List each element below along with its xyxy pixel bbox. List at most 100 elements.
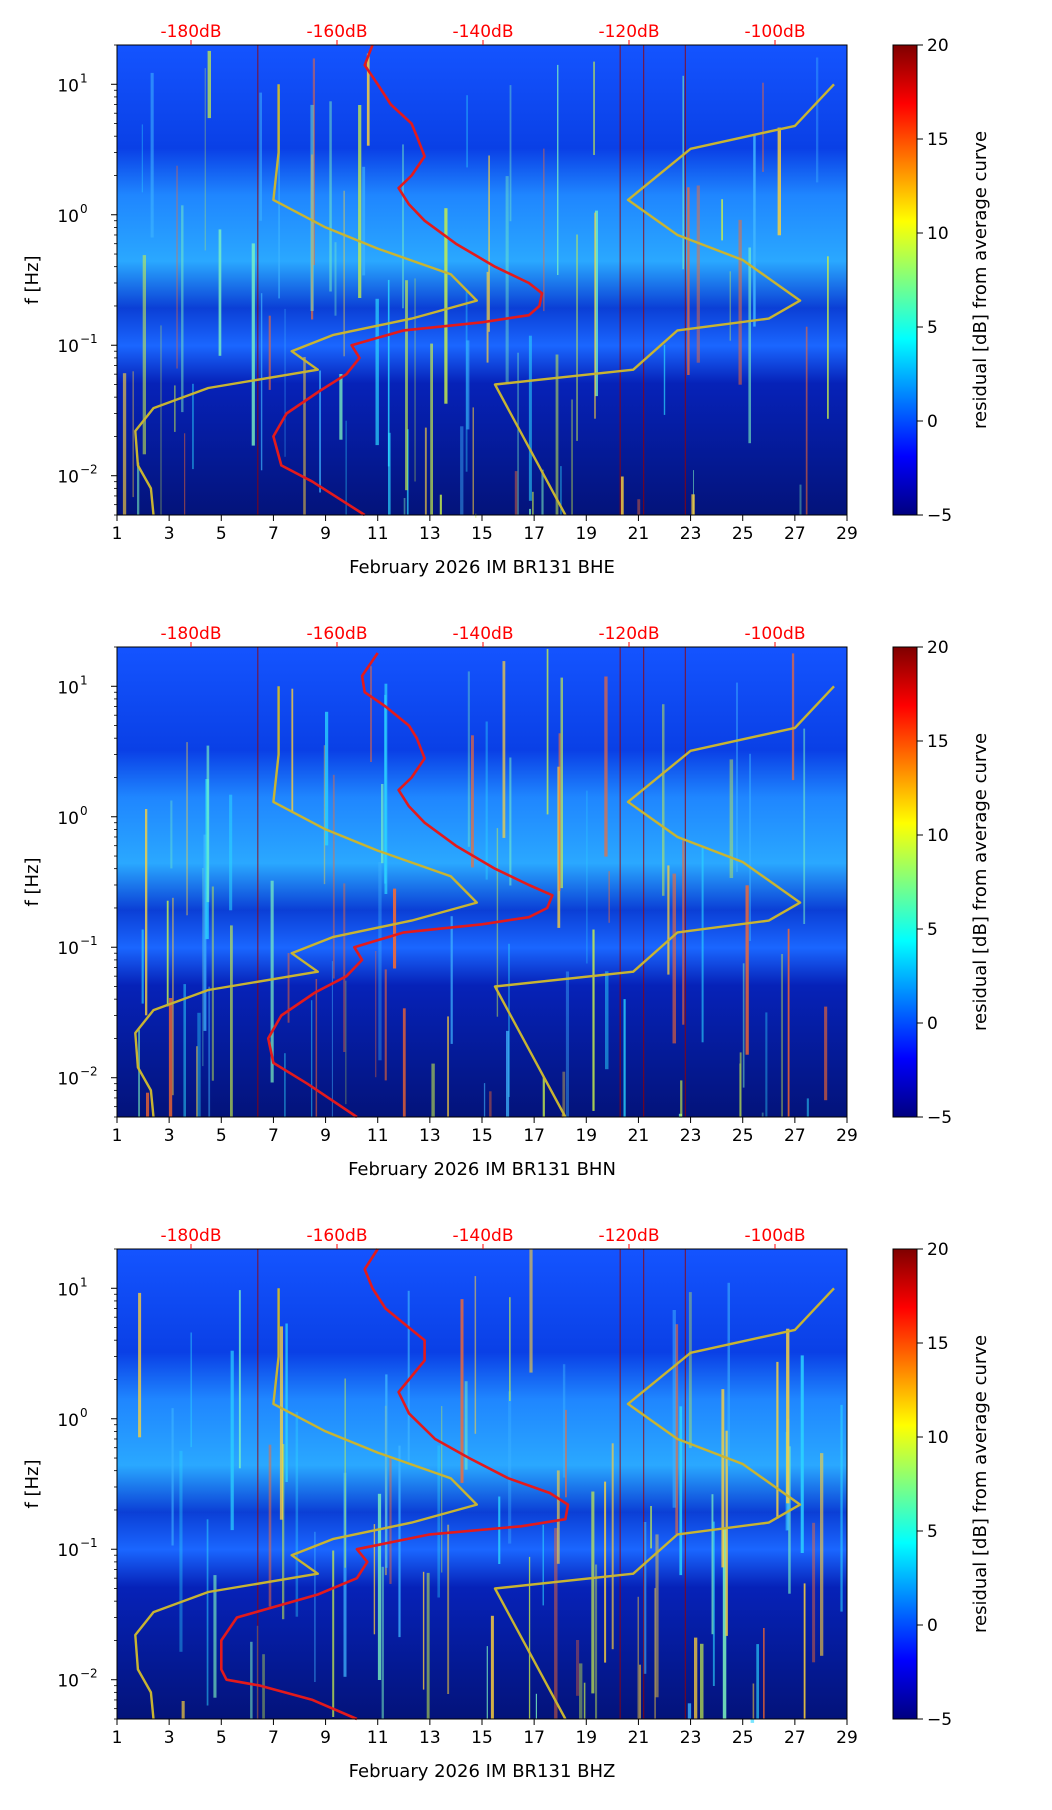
activity-streak [466, 95, 468, 168]
activity-streak [688, 1292, 692, 1448]
x-tick-label: 5 [216, 1728, 227, 1748]
activity-streak [439, 494, 442, 515]
activity-streak [268, 315, 271, 390]
x-tick-label: 13 [419, 1728, 441, 1748]
activity-streak [388, 432, 391, 515]
activity-streak [345, 980, 347, 1105]
activity-streak [488, 155, 490, 332]
activity-streak [498, 1496, 501, 1564]
activity-streak [729, 271, 731, 341]
x-tick-label: 1 [112, 1728, 123, 1748]
x-tick-label: 21 [628, 1126, 650, 1146]
activity-streak [752, 1683, 755, 1719]
activity-streak [694, 1637, 698, 1719]
y-tick-label: 10 [57, 1280, 79, 1300]
activity-streak [485, 721, 488, 880]
activity-streak [466, 340, 470, 430]
top-db-label: -160dB [306, 624, 367, 644]
series-line-nhnm [493, 685, 835, 1118]
activity-streak [460, 426, 464, 515]
activity-streak [623, 999, 626, 1117]
activity-streak [806, 1098, 809, 1117]
activity-streak [486, 271, 489, 363]
activity-streak [181, 1701, 185, 1719]
colorbar-tick-label: 20 [927, 1240, 949, 1260]
y-axis-label: f [Hz] [22, 1459, 43, 1508]
activity-streak [218, 229, 222, 356]
plot-background [117, 45, 847, 515]
activity-streak [655, 1534, 659, 1698]
activity-streak [639, 1664, 641, 1719]
activity-streak [604, 1481, 607, 1663]
activity-streak [329, 101, 332, 292]
activity-streak [196, 1046, 198, 1117]
activity-streak [662, 704, 665, 896]
x-tick-label: 21 [628, 524, 650, 544]
activity-streak [727, 1282, 730, 1467]
top-db-label: -180dB [160, 22, 221, 42]
colorbar-tick-label: −5 [927, 1710, 952, 1730]
activity-streak [168, 998, 173, 1117]
x-tick-label: 3 [164, 1728, 175, 1748]
activity-streak [377, 1493, 382, 1680]
colorbar-ticks: 20 15 10 5 0 −5 [917, 1240, 952, 1730]
y-tick-exponent: −1 [80, 332, 98, 346]
activity-streak [384, 683, 388, 894]
activity-streak [820, 1453, 824, 1656]
x-tick-label: 25 [732, 1728, 754, 1748]
activity-streak [362, 166, 366, 276]
y-tick-label: 10 [57, 1541, 79, 1561]
x-axis-label: February 2026 IM BR131 BHZ [349, 1761, 616, 1782]
activity-streak [207, 50, 211, 119]
activity-streak [799, 484, 802, 515]
activity-streak [378, 861, 382, 1061]
activity-streak [287, 953, 290, 1023]
activity-streak [251, 243, 255, 446]
activity-streak [729, 759, 734, 878]
series-line-nlnm [134, 686, 478, 1118]
activity-streak [385, 1374, 388, 1568]
activity-streak [137, 462, 140, 515]
activity-streak [291, 688, 294, 813]
activity-streak [186, 742, 188, 916]
activity-streak [542, 1077, 545, 1117]
activity-streak [332, 1550, 335, 1717]
activity-streak [654, 1588, 656, 1719]
activity-streak [259, 92, 262, 221]
x-tick-label: 13 [419, 1126, 441, 1146]
activity-streak [181, 205, 184, 413]
activity-streak [637, 499, 641, 515]
activity-streak [176, 165, 178, 369]
x-tick-label: 5 [216, 524, 227, 544]
plot-background [117, 1249, 847, 1719]
activity-streak [562, 1071, 566, 1117]
top-db-label: -140dB [452, 1226, 513, 1246]
colorbar-tick-label: 5 [927, 1522, 938, 1542]
y-tick-label: 10 [57, 337, 79, 357]
x-tick-label: 11 [367, 524, 389, 544]
colorbar-tick-label: 15 [927, 130, 949, 150]
activity-streak [315, 979, 318, 1117]
activity-streak [725, 1430, 728, 1636]
activity-streak [736, 682, 738, 872]
series-layer [134, 652, 835, 1119]
activity-streak [696, 185, 700, 363]
activity-streak [460, 1299, 464, 1483]
y-tick-exponent: 1 [80, 673, 88, 687]
activity-streak [250, 1641, 253, 1719]
x-tick-label: 11 [367, 1126, 389, 1146]
x-tick-label: 9 [320, 1728, 331, 1748]
activity-streak [749, 753, 751, 941]
activity-streak [592, 929, 595, 1111]
activity-streak [583, 1682, 586, 1719]
activity-streak [146, 1092, 150, 1117]
activity-streak [310, 104, 314, 312]
y-tick-label: 10 [57, 678, 79, 698]
activity-streak [687, 187, 690, 375]
activity-streak [345, 420, 347, 515]
activity-streak [546, 648, 549, 815]
activity-streak [268, 1444, 272, 1607]
